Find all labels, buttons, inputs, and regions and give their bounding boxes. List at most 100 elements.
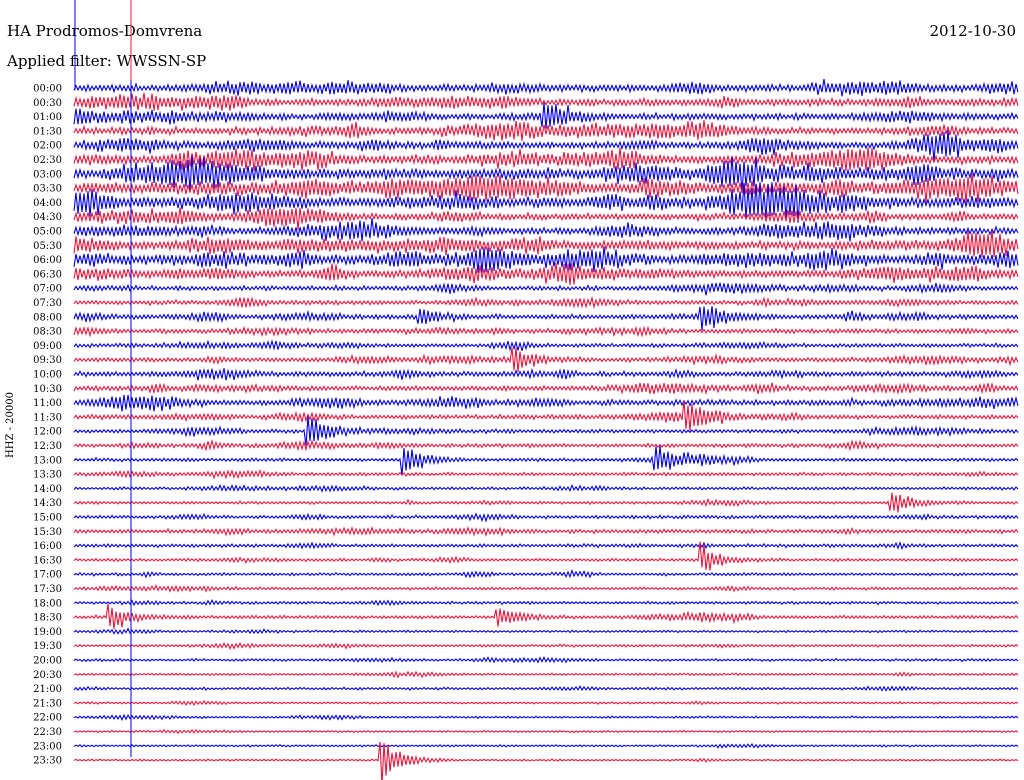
time-tick-label: 17:00 [33, 570, 62, 581]
time-tick-label: 02:00 [33, 141, 62, 152]
time-tick-label: 16:00 [33, 541, 62, 552]
trace-row [73, 92, 1019, 111]
time-tick-labels: 00:00 00:30 01:00 01:30 02:00 02:30 03:00 03:30… [33, 84, 62, 767]
trace-row [73, 483, 1019, 493]
time-tick-label: 05:00 [33, 227, 62, 238]
seismic-traces [73, 78, 1019, 780]
time-tick-label: 00:00 [33, 84, 62, 95]
time-tick-label: 03:30 [33, 184, 62, 195]
trace-row [73, 713, 1019, 722]
trace-row [73, 741, 1019, 780]
time-tick-label: 12:30 [33, 441, 62, 452]
trace-row [73, 568, 1019, 579]
trace-row [73, 325, 1019, 338]
time-tick-label: 13:00 [33, 455, 62, 466]
trace-row [73, 670, 1019, 679]
trace-row [73, 541, 1019, 551]
trace-row [73, 367, 1019, 381]
trace-row [73, 207, 1019, 230]
time-tick-label: 12:00 [33, 427, 62, 438]
trace-row [73, 603, 1019, 630]
trace-row [73, 218, 1019, 242]
time-tick-label: 11:30 [33, 412, 62, 423]
time-tick-label: 09:30 [33, 355, 62, 366]
time-tick-label: 11:00 [33, 398, 62, 409]
time-tick-label: 21:00 [33, 684, 62, 695]
trace-row [73, 102, 1019, 129]
trace-row [73, 742, 1019, 749]
vertical-markers [74, 0, 132, 757]
trace-row [73, 262, 1019, 286]
time-tick-label: 10:30 [33, 384, 62, 395]
station-title: HA Prodromos-Domvrena [7, 22, 202, 40]
trace-row [73, 641, 1019, 651]
time-tick-label: 19:00 [33, 627, 62, 638]
time-tick-label: 15:30 [33, 527, 62, 538]
time-tick-label: 22:30 [33, 727, 62, 738]
trace-row [73, 172, 1019, 204]
trace-row [73, 230, 1019, 258]
time-tick-label: 20:00 [33, 656, 62, 667]
time-tick-label: 22:00 [33, 713, 62, 724]
trace-row [73, 381, 1019, 396]
time-tick-label: 15:00 [33, 513, 62, 524]
time-tick-label: 01:30 [33, 126, 62, 137]
trace-row [73, 120, 1019, 141]
date-label: 2012-10-30 [930, 22, 1016, 40]
channel-label: HHZ - 20000 [5, 392, 16, 458]
time-tick-label: 17:30 [33, 584, 62, 595]
time-tick-label: 05:30 [33, 241, 62, 252]
trace-row [73, 400, 1019, 432]
time-tick-label: 10:00 [33, 370, 62, 381]
time-tick-label: 03:00 [33, 169, 62, 180]
trace-row [73, 147, 1019, 172]
trace-row [73, 438, 1019, 452]
trace-row [73, 339, 1019, 352]
time-tick-label: 23:30 [33, 756, 62, 767]
trace-row [73, 627, 1019, 635]
trace-row [73, 347, 1019, 373]
time-tick-label: 00:30 [33, 98, 62, 109]
trace-row [73, 728, 1019, 735]
trace-row [73, 416, 1019, 446]
time-tick-label: 08:30 [33, 327, 62, 338]
time-tick-label: 07:30 [33, 298, 62, 309]
time-tick-label: 01:00 [33, 112, 62, 123]
time-tick-label: 14:30 [33, 498, 62, 509]
time-tick-label: 04:00 [33, 198, 62, 209]
time-tick-label: 18:30 [33, 613, 62, 624]
trace-row [73, 155, 1019, 193]
time-tick-label: 06:00 [33, 255, 62, 266]
trace-row [73, 699, 1019, 707]
time-tick-label: 07:00 [33, 284, 62, 295]
trace-row [73, 181, 1019, 223]
time-tick-label: 21:30 [33, 698, 62, 709]
trace-row [73, 394, 1019, 412]
time-tick-label: 20:30 [33, 670, 62, 681]
time-tick-label: 04:30 [33, 212, 62, 223]
trace-row [73, 445, 1019, 476]
filter-subtitle: Applied filter: WWSSN-SP [6, 52, 206, 70]
time-tick-label: 23:00 [33, 741, 62, 752]
trace-row [73, 655, 1019, 664]
trace-row [73, 295, 1019, 310]
trace-row [73, 130, 1019, 162]
trace-row [73, 468, 1019, 480]
trace-row [73, 526, 1019, 537]
trace-row [73, 78, 1019, 97]
trace-row [73, 512, 1019, 523]
time-tick-label: 16:30 [33, 555, 62, 566]
time-tick-label: 09:00 [33, 341, 62, 352]
time-tick-label: 08:00 [33, 312, 62, 323]
time-tick-label: 13:30 [33, 470, 62, 481]
trace-row [73, 305, 1019, 331]
time-tick-label: 06:30 [33, 269, 62, 280]
trace-row [73, 599, 1019, 607]
time-tick-label: 14:00 [33, 484, 62, 495]
trace-row [73, 584, 1019, 593]
trace-row [73, 685, 1019, 692]
trace-row [73, 246, 1019, 273]
time-tick-label: 18:00 [33, 598, 62, 609]
trace-row [73, 282, 1019, 296]
